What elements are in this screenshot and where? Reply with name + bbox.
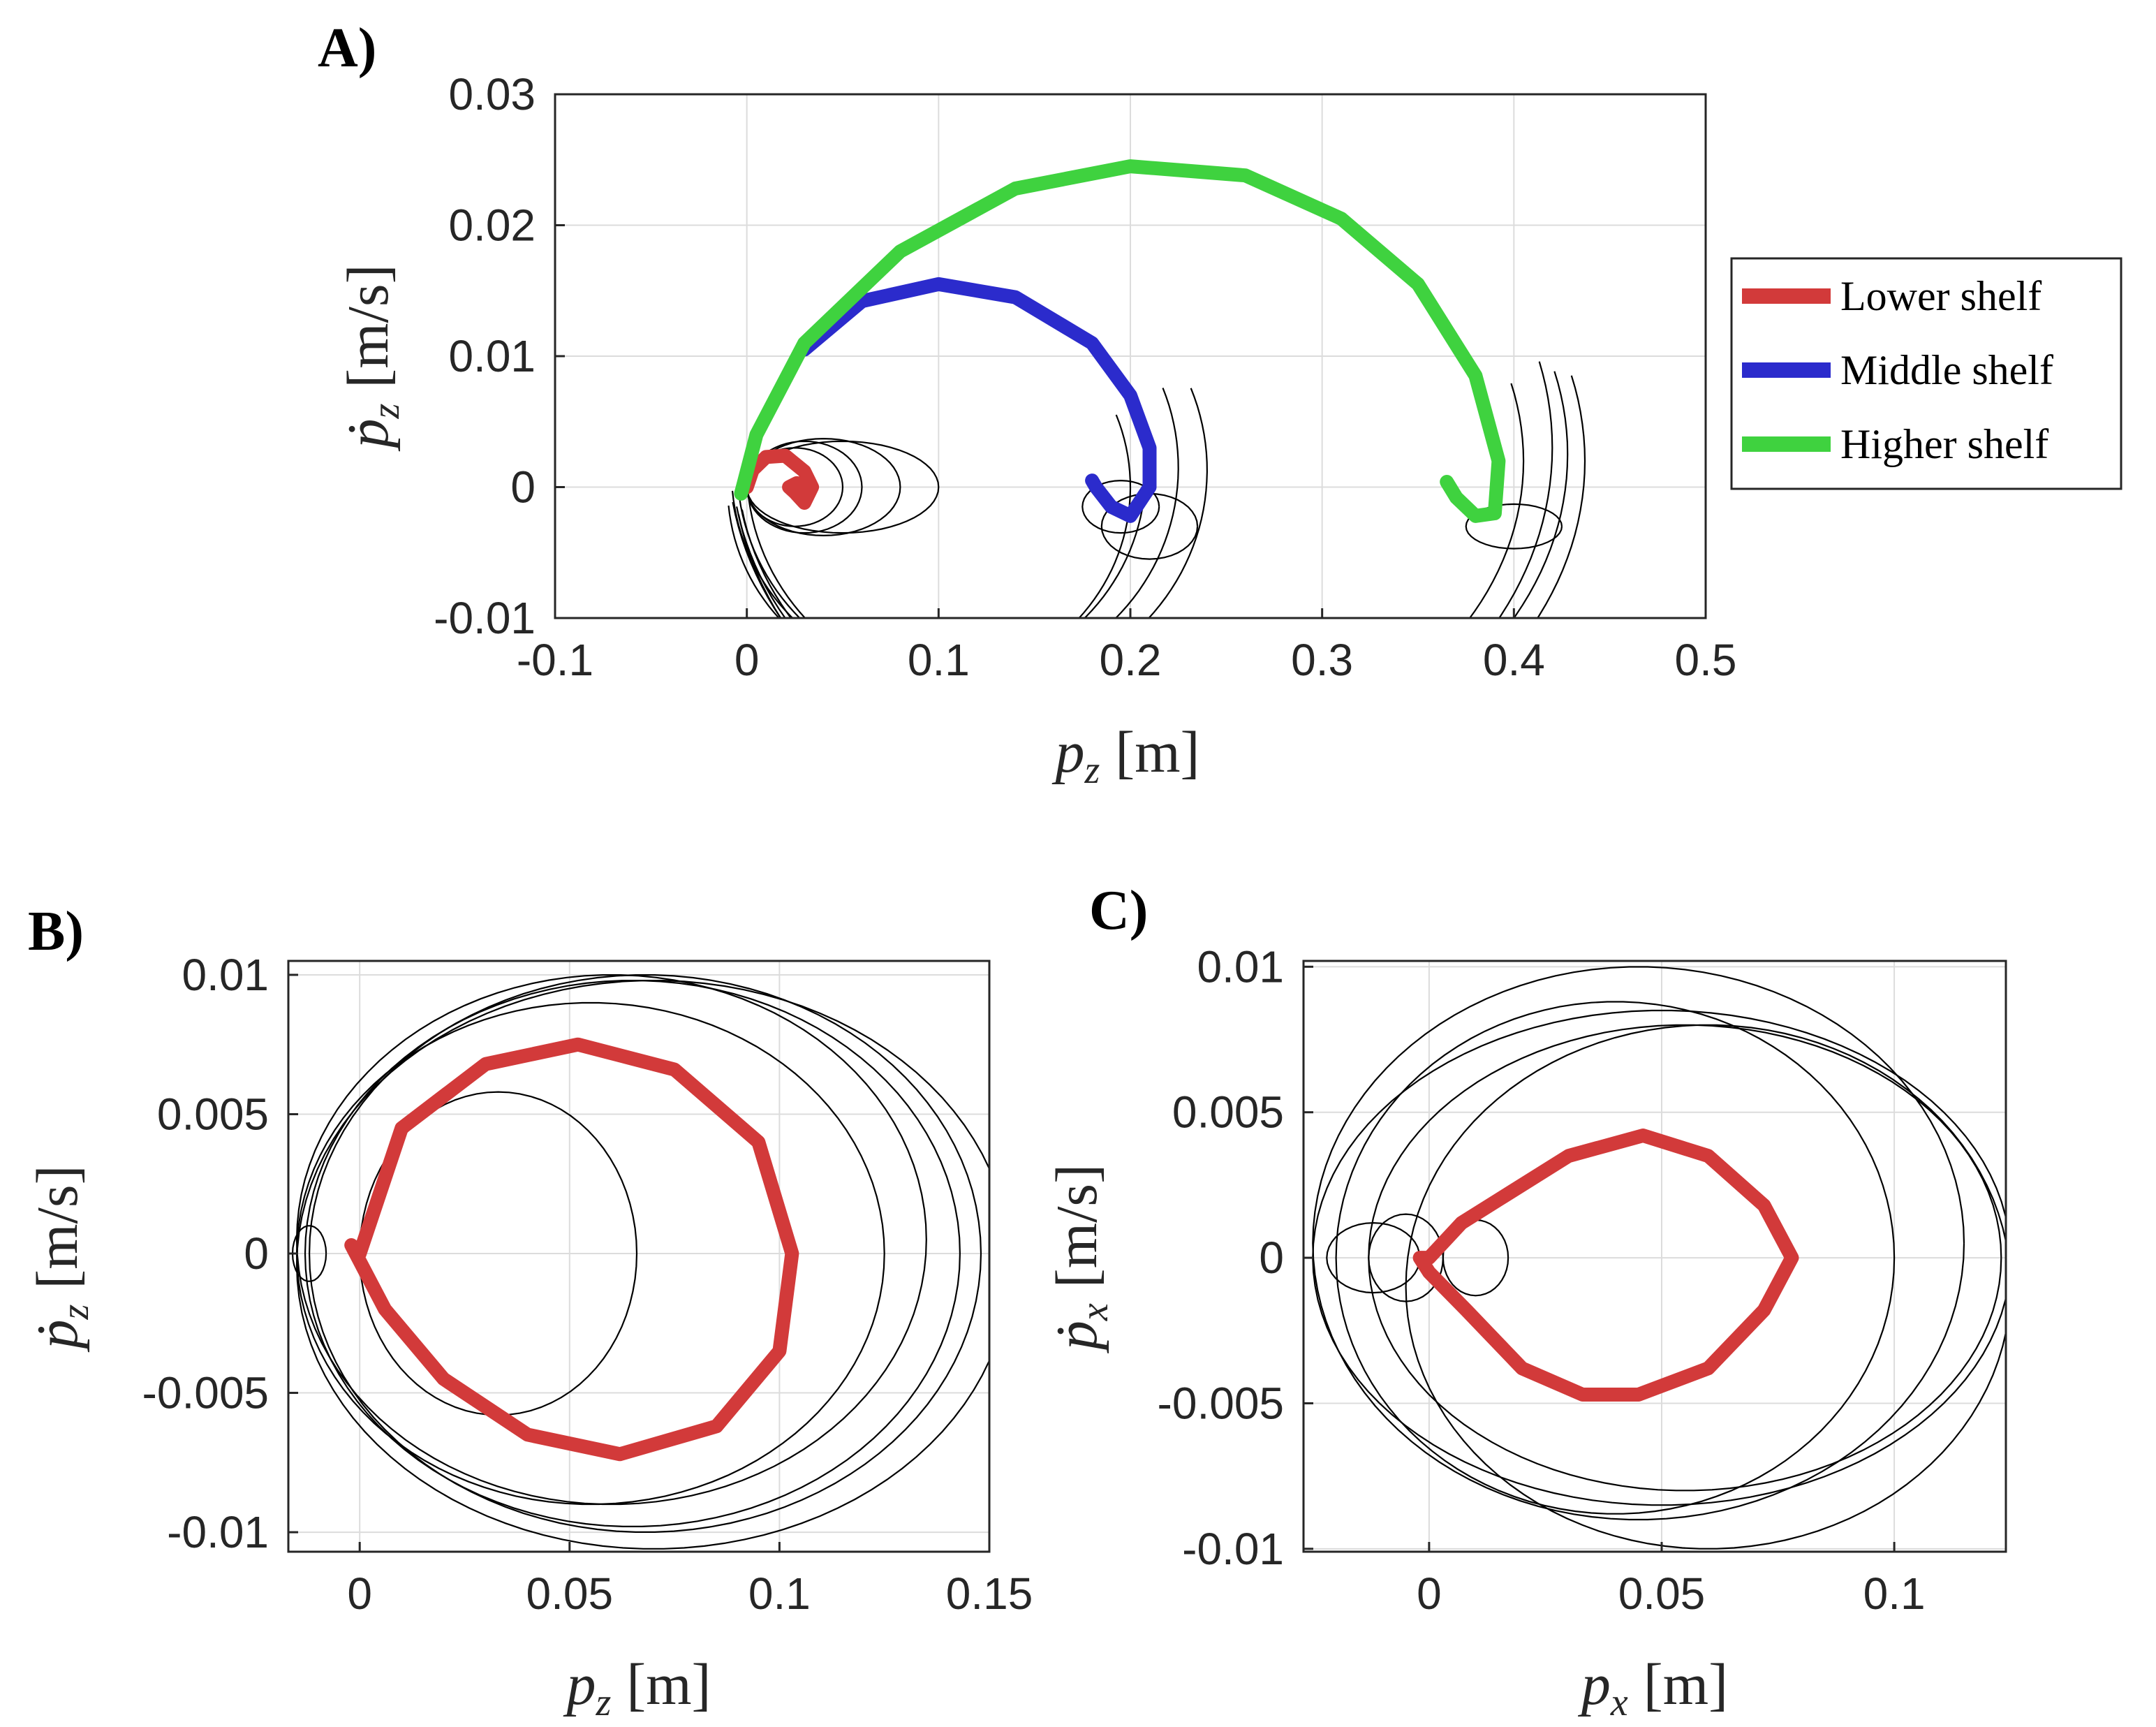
thin-trajectory [1368,1213,1444,1302]
x-tick-label: 0.2 [1100,635,1162,685]
thin-trajectory [736,371,1569,618]
y-tick-label: -0.01 [1182,1524,1284,1574]
y-tick-label: 0 [510,462,536,513]
panel-b-series [344,1037,799,1462]
thin-trajectory [1405,1024,2006,1550]
panel-c-series [1412,1129,1799,1402]
x-tick-label: 0.15 [946,1568,1033,1619]
panel-b-ticks: 0 0.05 0.1 0.15 -0.01 -0.005 0 0.005 0.01 [142,950,1033,1619]
panel-b-label: B) [28,901,84,962]
x-tick-label: 0.1 [908,635,970,685]
x-tick-label: 0.5 [1675,635,1737,685]
x-tick-label: 0.1 [1863,1568,1926,1619]
panel-b-ylabel: ṗz[m/s] [25,1165,97,1352]
thin-trajectory [1326,1221,1421,1294]
panel-a-series [734,159,1506,523]
panel-a-label: A) [318,17,376,79]
thin-trajectory [728,414,1132,618]
panel-a-xlabel: pz [m] [1051,720,1199,792]
x-tick-label: 0.05 [526,1568,614,1619]
thin-trajectory [1081,479,1160,534]
panel-a-ylabel: ṗz[m/s] [336,264,408,451]
thin-trajectory [747,388,1209,618]
thin-trajectory [741,383,1525,618]
panel-a-ticks: -0.1 0 0.1 0.2 0.3 0.4 0.5 -0.01 0 0.01 0.02 0.03 [434,69,1736,685]
y-tick-label: 0.01 [182,950,269,1000]
thin-trajectory [1100,492,1199,560]
series-middle-shelf [797,277,1157,523]
x-tick-label: 0.1 [748,1568,811,1619]
panel-b-chart: 0 0.05 0.1 0.15 -0.01 -0.005 0 0.005 0.01 B) pz[… [25,901,1033,1724]
panel-c-label: C) [1089,880,1148,941]
panel-c-chart: 0 0.05 0.1 -0.01 -0.005 0 0.005 0.01 C) px [m] ṗ… [1044,880,2007,1724]
y-tick-label: -0.01 [434,593,536,643]
panel-c-axes-box [1302,960,2007,1553]
panel-c-ylabel: ṗx[m/s] [1044,1164,1116,1353]
thin-trajectory [737,375,1586,618]
x-tick-label: 0.05 [1618,1568,1706,1619]
thin-trajectory [746,437,901,537]
y-tick-label: 0 [244,1228,269,1279]
y-tick-label: 0 [1259,1233,1284,1283]
y-tick-label: 0.02 [448,200,536,251]
y-tick-label: -0.005 [142,1368,269,1418]
panel-c-grid [1304,961,2006,1552]
series-lower-shelf [344,1037,799,1462]
y-tick-label: 0.01 [1197,941,1284,992]
panel-c-ticks: 0 0.05 0.1 -0.01 -0.005 0 0.005 0.01 [1158,941,1926,1619]
thin-trajectory [746,440,863,534]
x-tick-label: 0.3 [1291,635,1353,685]
legend-label-lower: Lower shelf [1840,273,2041,319]
thin-trajectory [737,388,1179,618]
x-tick-label: 0 [734,635,760,685]
thin-trajectory [1442,1219,1509,1297]
x-tick-label: 0 [1417,1568,1442,1619]
x-tick-label: 0.4 [1483,635,1545,685]
y-tick-label: 0.005 [157,1089,269,1139]
thin-trajectory [1335,1001,1896,1515]
x-tick-label: 0 [347,1568,372,1619]
thin-trajectory [1312,966,1965,1521]
panel-a-thin-trajectories [728,361,1586,618]
thin-trajectory [308,974,982,1533]
legend: Lower shelf Middle shelf Higher shelf [1730,257,2122,490]
y-tick-label: 0.005 [1172,1087,1284,1138]
series-lower-shelf [739,448,820,510]
legend-label-higher: Higher shelf [1840,421,2048,467]
series-higher-shelf [734,159,1506,523]
y-tick-label: 0.03 [448,69,536,119]
y-tick-label: 0.01 [448,331,536,381]
thin-trajectory [304,980,961,1527]
thin-trajectory [1465,503,1563,550]
panel-b-xlabel: pz [m] [563,1652,711,1724]
y-tick-label: -0.005 [1158,1378,1284,1428]
y-tick-label: -0.01 [167,1507,269,1557]
panel-a-chart: -0.1 0 0.1 0.2 0.3 0.4 0.5 -0.01 0 0.01 0.02 0.03 A… [318,17,1736,792]
x-tick-label: -0.1 [517,635,593,685]
panel-c-xlabel: px [m] [1578,1652,1728,1724]
legend-label-middle: Middle shelf [1840,347,2053,393]
panel-b-axes-box [287,960,991,1553]
series-lower-shelf [1412,1129,1799,1402]
